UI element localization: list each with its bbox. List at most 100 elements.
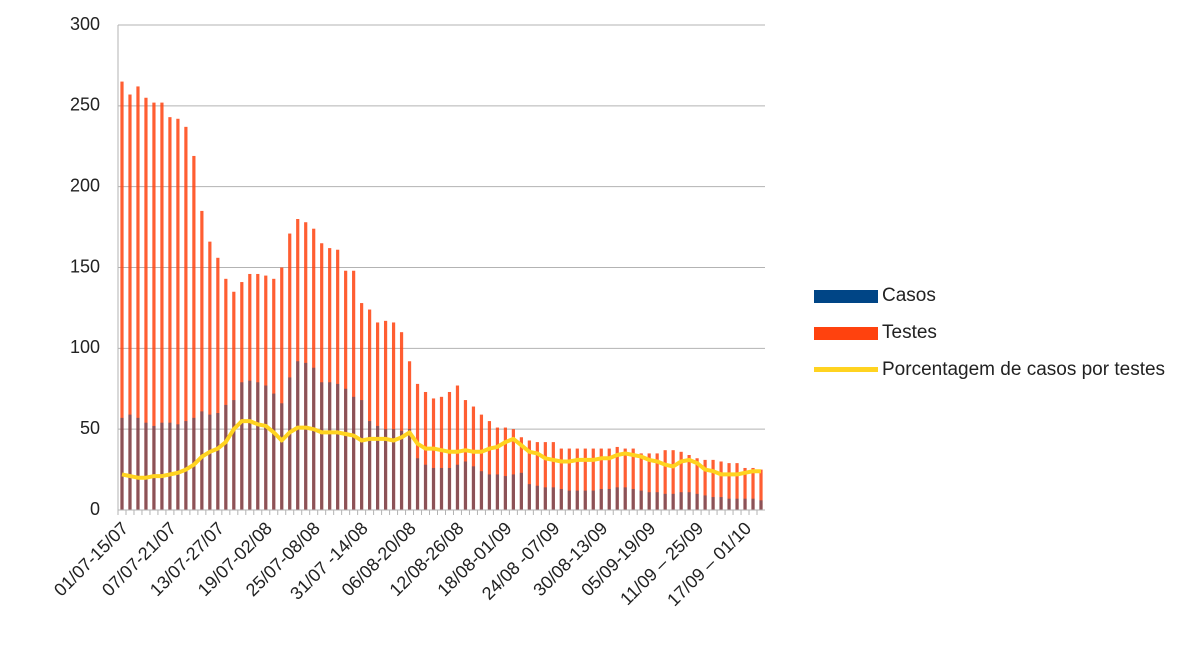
bar <box>248 273 252 510</box>
bar <box>288 377 292 510</box>
bar <box>144 97 148 510</box>
bar <box>328 248 332 510</box>
bar <box>152 102 156 510</box>
bar <box>655 492 659 510</box>
bar <box>735 498 739 510</box>
bar <box>687 455 691 510</box>
bar <box>320 243 324 510</box>
x-tick-label: 11/09 – 25/09 <box>616 518 707 609</box>
bar <box>399 430 404 510</box>
bar <box>543 442 547 510</box>
bar <box>391 322 396 510</box>
bar <box>280 403 284 510</box>
bar <box>639 453 643 510</box>
bar <box>360 400 364 510</box>
bar <box>687 492 691 510</box>
bar <box>759 500 763 510</box>
bar <box>232 400 236 510</box>
bar <box>328 382 332 510</box>
bar <box>727 498 731 510</box>
bar <box>168 117 172 511</box>
bar <box>527 484 531 510</box>
bar <box>647 492 651 510</box>
bar <box>431 467 436 510</box>
bar <box>232 291 236 510</box>
line <box>121 419 761 480</box>
bar <box>663 450 667 510</box>
bar <box>663 493 667 510</box>
bar <box>248 380 252 510</box>
y-tick-label: 0 <box>90 499 100 519</box>
bar <box>200 411 204 510</box>
y-tick-label: 250 <box>70 95 100 115</box>
bar <box>128 94 132 511</box>
bar <box>256 382 260 510</box>
bar <box>567 448 571 510</box>
bar <box>136 86 140 510</box>
bar <box>671 450 675 510</box>
bar <box>639 490 643 510</box>
bar <box>391 429 396 510</box>
bar <box>703 459 707 510</box>
bar <box>208 241 212 510</box>
bar <box>543 487 547 510</box>
bar <box>176 424 180 510</box>
bar <box>176 118 180 511</box>
bar <box>264 275 268 510</box>
bar <box>344 388 348 510</box>
x-tick-label: 17/09 – 01/10 <box>663 518 755 610</box>
y-tick-label: 50 <box>80 418 100 438</box>
bar <box>727 463 731 510</box>
legend-swatch <box>814 327 878 340</box>
bar <box>240 382 244 510</box>
legend-label: Casos <box>882 285 936 306</box>
bar <box>519 472 523 510</box>
bar <box>240 282 244 510</box>
bar <box>551 487 555 510</box>
bar <box>320 382 324 510</box>
bar <box>575 448 579 510</box>
bar <box>655 453 659 510</box>
legend-label: Testes <box>882 322 937 343</box>
bar <box>695 493 699 510</box>
bar <box>423 391 428 510</box>
bar <box>487 421 492 510</box>
bar <box>216 413 220 510</box>
bar <box>304 222 308 510</box>
bar <box>264 385 268 510</box>
bar <box>360 303 364 510</box>
bar <box>527 440 531 510</box>
bar <box>759 469 763 510</box>
bar <box>280 267 284 510</box>
bar <box>607 448 611 510</box>
bar <box>503 476 508 510</box>
bar <box>192 155 196 510</box>
legend-swatch <box>814 367 878 372</box>
bar <box>623 487 627 510</box>
bar <box>352 396 356 510</box>
bar <box>200 210 204 510</box>
bar <box>136 417 140 510</box>
y-tick-label: 200 <box>70 175 100 195</box>
bar <box>743 467 747 510</box>
bar <box>144 422 148 510</box>
bar <box>208 414 212 510</box>
bar <box>184 421 188 510</box>
bar <box>591 448 595 510</box>
bar <box>695 458 699 510</box>
legend-swatch <box>814 290 878 303</box>
bar <box>735 463 739 510</box>
bar <box>615 487 619 510</box>
bar <box>455 385 460 510</box>
bar <box>336 249 340 510</box>
bar <box>383 429 388 510</box>
bar <box>415 458 420 510</box>
bar <box>567 490 571 510</box>
bar <box>216 257 220 510</box>
bar <box>671 493 675 510</box>
bar <box>415 383 420 510</box>
bar <box>352 270 356 510</box>
bar <box>407 429 412 510</box>
bar <box>703 495 707 510</box>
